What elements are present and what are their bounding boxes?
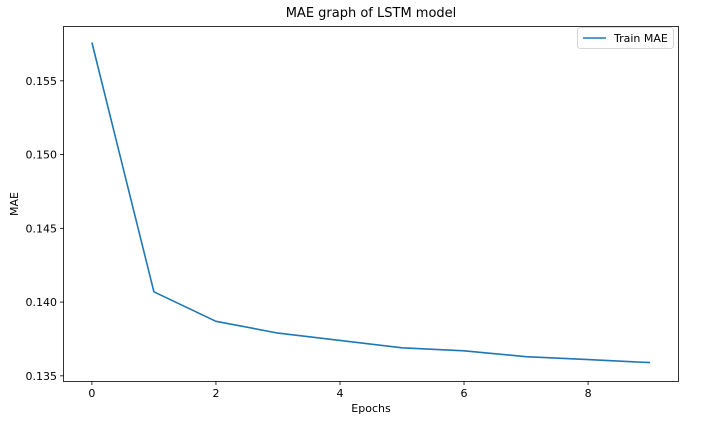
plot-area (63, 26, 679, 382)
y-tick-label: 0.150 (26, 149, 58, 162)
x-axis-ticks: 0 2 4 6 8 (88, 381, 592, 400)
y-tick-label: 0.135 (26, 370, 58, 383)
y-tick-label: 0.140 (26, 296, 58, 309)
chart-title: MAE graph of LSTM model (286, 6, 457, 21)
legend: Train MAE (577, 27, 674, 49)
x-tick-label: 0 (88, 387, 95, 400)
legend-label: Train MAE (613, 32, 668, 45)
x-tick-label: 2 (212, 387, 219, 400)
legend-box (577, 27, 674, 49)
y-axis-ticks: 0.135 0.140 0.145 0.150 0.155 (26, 75, 64, 383)
y-tick-label: 0.155 (26, 75, 58, 88)
x-tick-label: 4 (336, 387, 343, 400)
y-axis-label: MAE (8, 192, 21, 216)
x-tick-label: 8 (585, 387, 592, 400)
x-tick-label: 6 (461, 387, 468, 400)
y-tick-label: 0.145 (26, 222, 58, 235)
x-axis-label: Epochs (351, 402, 391, 415)
series-line-train-mae (91, 42, 651, 364)
series-layer (91, 42, 651, 364)
plot-frame (63, 26, 679, 382)
